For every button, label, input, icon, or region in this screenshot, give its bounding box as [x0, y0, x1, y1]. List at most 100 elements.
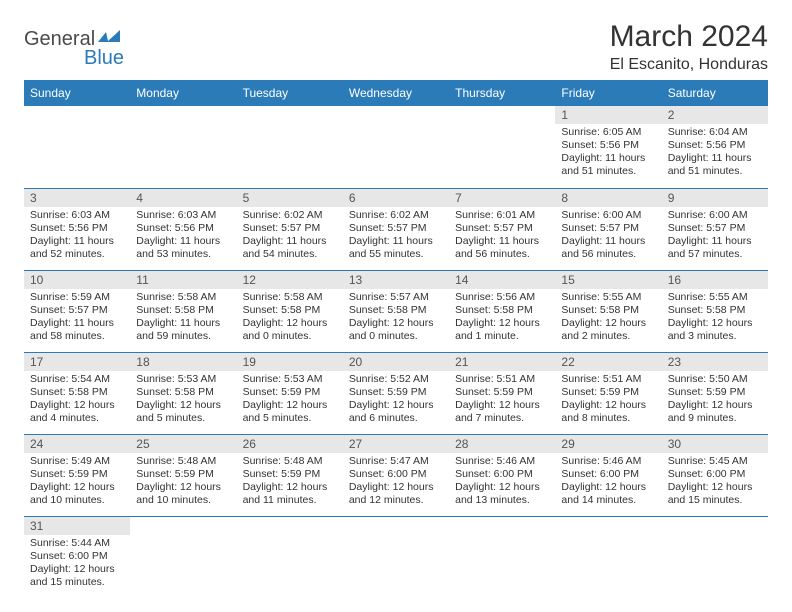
calendar-week-row: 3Sunrise: 6:03 AMSunset: 5:56 PMDaylight…	[24, 188, 768, 270]
day-data: Sunrise: 5:49 AMSunset: 5:59 PMDaylight:…	[24, 453, 130, 512]
sunrise-text: Sunrise: 5:46 AM	[455, 455, 549, 468]
calendar-day-cell	[130, 516, 236, 598]
sunrise-text: Sunrise: 6:03 AM	[30, 209, 124, 222]
sunrise-text: Sunrise: 5:56 AM	[455, 291, 549, 304]
sunset-text: Sunset: 5:57 PM	[349, 222, 443, 235]
daylight-text: Daylight: 12 hours and 0 minutes.	[243, 317, 337, 343]
daylight-text: Daylight: 11 hours and 56 minutes.	[455, 235, 549, 261]
sunrise-text: Sunrise: 5:58 AM	[243, 291, 337, 304]
day-data: Sunrise: 5:58 AMSunset: 5:58 PMDaylight:…	[237, 289, 343, 348]
calendar-day-cell: 20Sunrise: 5:52 AMSunset: 5:59 PMDayligh…	[343, 352, 449, 434]
sunrise-text: Sunrise: 5:48 AM	[136, 455, 230, 468]
sunset-text: Sunset: 5:58 PM	[243, 304, 337, 317]
weekday-header: Sunday	[24, 80, 130, 106]
day-data: Sunrise: 6:02 AMSunset: 5:57 PMDaylight:…	[343, 207, 449, 266]
daylight-text: Daylight: 11 hours and 51 minutes.	[561, 152, 655, 178]
day-data: Sunrise: 5:53 AMSunset: 5:58 PMDaylight:…	[130, 371, 236, 430]
sunset-text: Sunset: 5:56 PM	[30, 222, 124, 235]
day-number: 4	[130, 189, 236, 207]
daylight-text: Daylight: 12 hours and 11 minutes.	[243, 481, 337, 507]
calendar-day-cell: 31Sunrise: 5:44 AMSunset: 6:00 PMDayligh…	[24, 516, 130, 598]
sunset-text: Sunset: 5:59 PM	[30, 468, 124, 481]
sunset-text: Sunset: 5:59 PM	[561, 386, 655, 399]
daylight-text: Daylight: 11 hours and 59 minutes.	[136, 317, 230, 343]
daylight-text: Daylight: 11 hours and 57 minutes.	[668, 235, 762, 261]
calendar-day-cell: 27Sunrise: 5:47 AMSunset: 6:00 PMDayligh…	[343, 434, 449, 516]
calendar-day-cell: 14Sunrise: 5:56 AMSunset: 5:58 PMDayligh…	[449, 270, 555, 352]
sunset-text: Sunset: 5:56 PM	[561, 139, 655, 152]
calendar-day-cell	[24, 106, 130, 188]
calendar-day-cell	[130, 106, 236, 188]
day-data: Sunrise: 5:55 AMSunset: 5:58 PMDaylight:…	[555, 289, 661, 348]
day-data: Sunrise: 5:55 AMSunset: 5:58 PMDaylight:…	[662, 289, 768, 348]
title-block: March 2024 El Escanito, Honduras	[610, 20, 768, 74]
daylight-text: Daylight: 12 hours and 10 minutes.	[136, 481, 230, 507]
sunset-text: Sunset: 5:58 PM	[561, 304, 655, 317]
daylight-text: Daylight: 12 hours and 3 minutes.	[668, 317, 762, 343]
daylight-text: Daylight: 12 hours and 5 minutes.	[243, 399, 337, 425]
calendar-day-cell	[555, 516, 661, 598]
calendar-day-cell: 21Sunrise: 5:51 AMSunset: 5:59 PMDayligh…	[449, 352, 555, 434]
daylight-text: Daylight: 12 hours and 12 minutes.	[349, 481, 443, 507]
sunrise-text: Sunrise: 5:53 AM	[136, 373, 230, 386]
sunset-text: Sunset: 6:00 PM	[30, 550, 124, 563]
calendar-day-cell	[343, 516, 449, 598]
day-number: 24	[24, 435, 130, 453]
daylight-text: Daylight: 12 hours and 5 minutes.	[136, 399, 230, 425]
calendar-day-cell: 17Sunrise: 5:54 AMSunset: 5:58 PMDayligh…	[24, 352, 130, 434]
day-number	[449, 106, 555, 124]
sunrise-text: Sunrise: 6:00 AM	[668, 209, 762, 222]
day-number: 19	[237, 353, 343, 371]
daylight-text: Daylight: 11 hours and 51 minutes.	[668, 152, 762, 178]
calendar-day-cell	[449, 106, 555, 188]
sunrise-text: Sunrise: 5:59 AM	[30, 291, 124, 304]
day-data: Sunrise: 6:05 AMSunset: 5:56 PMDaylight:…	[555, 124, 661, 183]
day-number: 12	[237, 271, 343, 289]
day-number: 27	[343, 435, 449, 453]
daylight-text: Daylight: 12 hours and 4 minutes.	[30, 399, 124, 425]
day-number: 17	[24, 353, 130, 371]
calendar-day-cell: 16Sunrise: 5:55 AMSunset: 5:58 PMDayligh…	[662, 270, 768, 352]
calendar-day-cell: 9Sunrise: 6:00 AMSunset: 5:57 PMDaylight…	[662, 188, 768, 270]
calendar-day-cell: 3 Sunrise: 6:03 AMSunset: 5:56 PMDaylight…	[24, 188, 130, 270]
day-data: Sunrise: 6:03 AMSunset: 5:56 PMDaylight:…	[130, 207, 236, 266]
calendar-day-cell	[237, 516, 343, 598]
daylight-text: Daylight: 12 hours and 15 minutes.	[668, 481, 762, 507]
calendar-day-cell: 15Sunrise: 5:55 AMSunset: 5:58 PMDayligh…	[555, 270, 661, 352]
sunrise-text: Sunrise: 5:55 AM	[561, 291, 655, 304]
sunset-text: Sunset: 5:57 PM	[455, 222, 549, 235]
day-number: 11	[130, 271, 236, 289]
sunset-text: Sunset: 5:56 PM	[136, 222, 230, 235]
day-data: Sunrise: 5:47 AMSunset: 6:00 PMDaylight:…	[343, 453, 449, 512]
day-data: Sunrise: 5:48 AMSunset: 5:59 PMDaylight:…	[237, 453, 343, 512]
sunset-text: Sunset: 5:58 PM	[668, 304, 762, 317]
sunset-text: Sunset: 5:59 PM	[243, 386, 337, 399]
day-data: Sunrise: 5:46 AMSunset: 6:00 PMDaylight:…	[555, 453, 661, 512]
day-number	[555, 517, 661, 535]
day-number	[237, 517, 343, 535]
sunset-text: Sunset: 6:00 PM	[349, 468, 443, 481]
calendar-day-cell: 12Sunrise: 5:58 AMSunset: 5:58 PMDayligh…	[237, 270, 343, 352]
day-number: 23	[662, 353, 768, 371]
sunrise-text: Sunrise: 5:53 AM	[243, 373, 337, 386]
sunrise-text: Sunrise: 5:47 AM	[349, 455, 443, 468]
calendar-day-cell: 19 Sunrise: 5:53 AMSunset: 5:59 PMDayligh…	[237, 352, 343, 434]
sunrise-text: Sunrise: 6:01 AM	[455, 209, 549, 222]
sunset-text: Sunset: 5:59 PM	[243, 468, 337, 481]
day-data: Sunrise: 5:56 AMSunset: 5:58 PMDaylight:…	[449, 289, 555, 348]
sunset-text: Sunset: 5:57 PM	[30, 304, 124, 317]
sunrise-text: Sunrise: 5:48 AM	[243, 455, 337, 468]
sunset-text: Sunset: 5:57 PM	[243, 222, 337, 235]
sunset-text: Sunset: 5:57 PM	[668, 222, 762, 235]
day-number: 2	[662, 106, 768, 124]
day-number	[343, 517, 449, 535]
day-number: 3	[24, 189, 130, 207]
day-number: 13	[343, 271, 449, 289]
day-data: Sunrise: 5:51 AMSunset: 5:59 PMDaylight:…	[555, 371, 661, 430]
sunrise-text: Sunrise: 6:05 AM	[561, 126, 655, 139]
page-title: March 2024	[610, 20, 768, 54]
logo: General Blue	[24, 28, 120, 51]
logo-text-blue: Blue	[84, 47, 124, 70]
daylight-text: Daylight: 11 hours and 52 minutes.	[30, 235, 124, 261]
sunrise-text: Sunrise: 5:49 AM	[30, 455, 124, 468]
